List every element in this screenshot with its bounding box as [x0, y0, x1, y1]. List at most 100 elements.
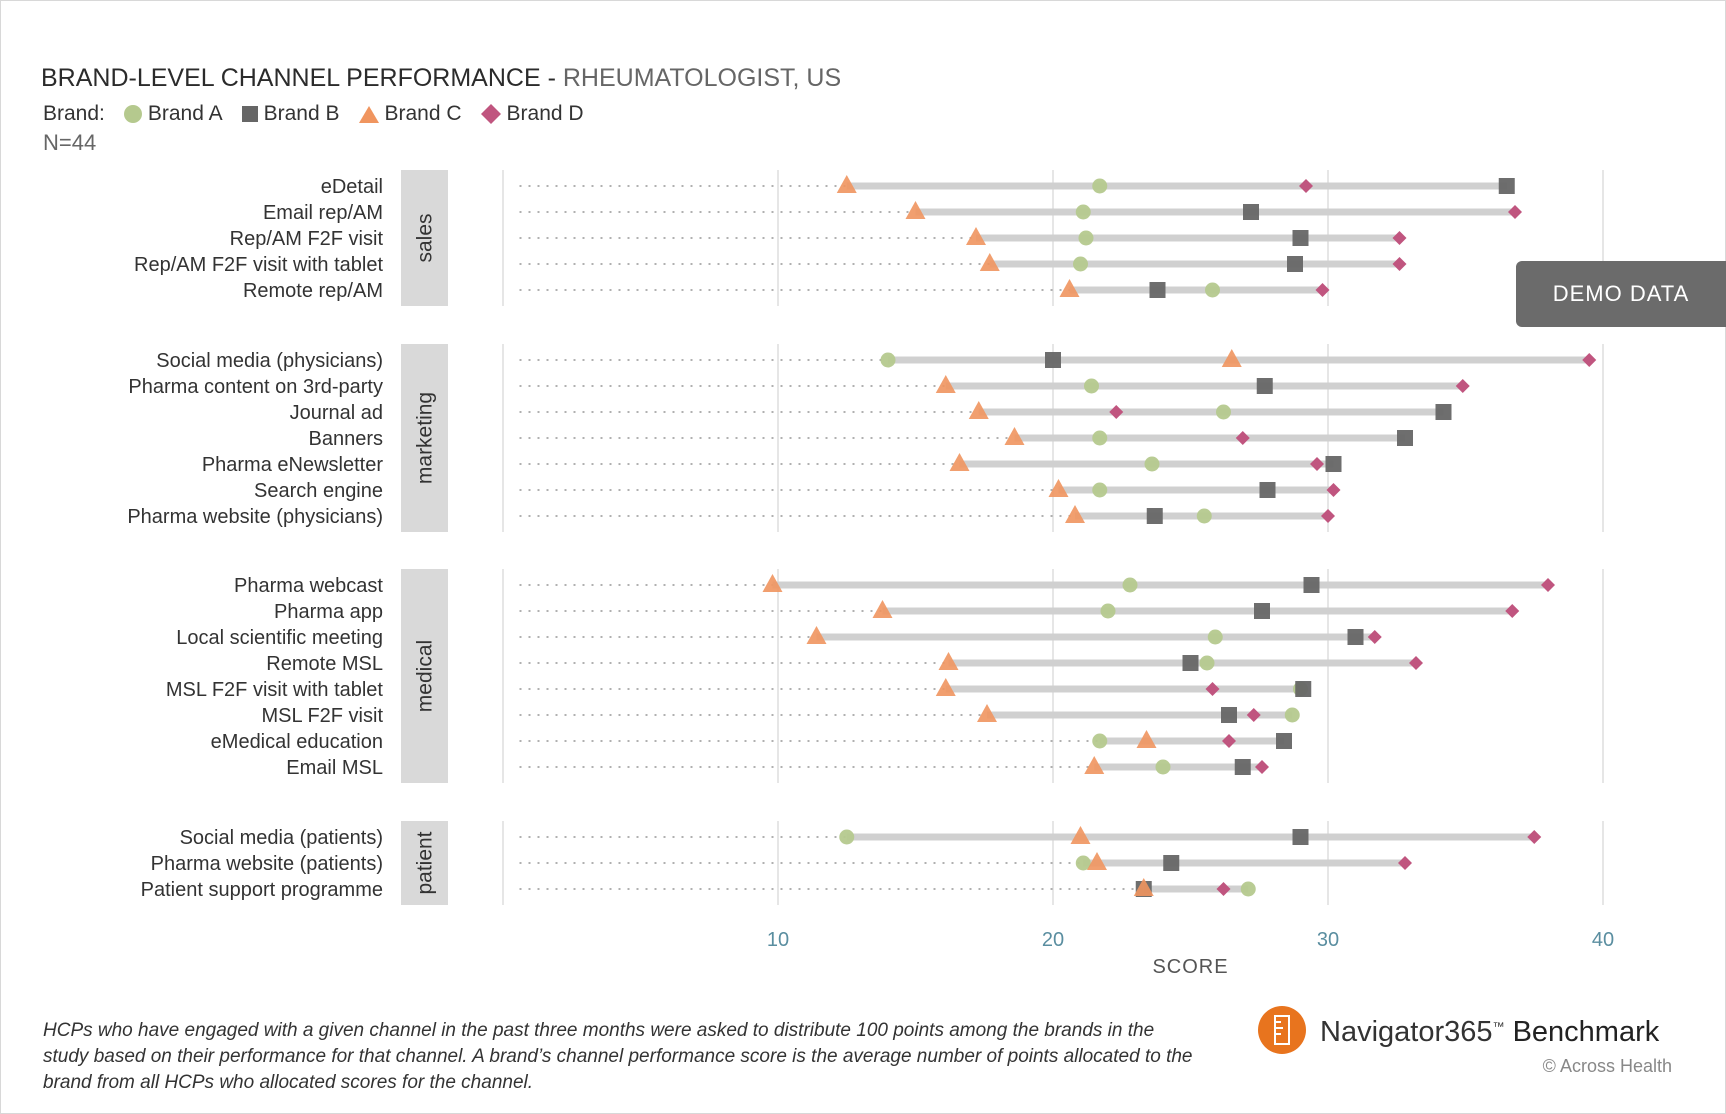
legend-item-brand-c: Brand C — [358, 102, 462, 126]
row-social-media-physicians-: Social media (physicians) — [156, 349, 1597, 372]
brand-a-point — [880, 352, 896, 368]
x-axis-title: SCORE — [1152, 956, 1228, 978]
row-label: eDetail — [321, 176, 383, 198]
brand-b-point — [1234, 759, 1251, 775]
brand-d-point — [1310, 457, 1324, 471]
row-label: Pharma content on 3rd-party — [128, 376, 383, 398]
brand-a-point — [1092, 482, 1108, 498]
row-label: Social media (physicians) — [156, 350, 383, 372]
brand-c-point — [966, 227, 986, 245]
row-rep-am-f2f-visit-with-tablet: Rep/AM F2F visit with tablet — [134, 253, 1407, 276]
brand-d-point — [1216, 882, 1231, 896]
brand-c-point — [949, 453, 970, 471]
row-label: Remote MSL — [266, 653, 383, 675]
brand-c-point — [979, 253, 1000, 271]
brand-a-point — [1092, 430, 1108, 446]
brand-a-point — [1100, 603, 1116, 619]
row-pharma-website-physicians-: Pharma website (physicians) — [127, 505, 1335, 528]
brand-d-point — [1541, 578, 1555, 592]
group-medical: medical Pharma webcast Pharma app Local sci… — [166, 569, 1604, 783]
row-label: Pharma website (physicians) — [127, 506, 383, 528]
square-marker-icon — [241, 106, 258, 122]
row-msl-f2f-visit-with-tablet: MSL F2F visit with tablet — [166, 678, 1312, 701]
legend-text-brand-d: Brand D — [506, 102, 584, 125]
brand-tm: ™ — [1492, 1019, 1505, 1034]
row-label: Pharma webcast — [234, 575, 383, 597]
row-remote-msl: Remote MSL — [266, 652, 1423, 675]
diamond-marker-icon — [480, 104, 501, 124]
brand-d-point — [1235, 431, 1250, 445]
row-label: Patient support programme — [141, 879, 383, 901]
row-pharma-content-on-3rd-party: Pharma content on 3rd-party — [128, 375, 1470, 398]
row-pharma-website-patients-: Pharma website (patients) — [151, 852, 1412, 875]
row-patient-support-programme: Patient support programme — [141, 878, 1256, 901]
legend-text-brand-c: Brand C — [384, 102, 462, 125]
circle-marker-icon — [123, 105, 142, 123]
ruler-icon — [1274, 1015, 1290, 1045]
row-banners: Banners — [309, 427, 1413, 450]
brand-d-point — [1326, 483, 1341, 497]
row-label: MSL F2F visit with tablet — [166, 679, 384, 701]
brand-c-point — [1070, 826, 1091, 844]
legend-text-brand-b: Brand B — [263, 102, 340, 125]
row-journal-ad: Journal ad — [290, 401, 1452, 424]
brand-copyright: © Across Health — [1542, 1056, 1672, 1076]
brand-a-point — [1216, 404, 1231, 420]
row-email-msl: Email MSL — [286, 756, 1269, 779]
brand-c-point — [977, 704, 997, 722]
sample-size: N=44 — [43, 130, 97, 155]
row-email-rep-am: Email rep/AM — [263, 201, 1522, 224]
brand-c-point — [938, 652, 959, 670]
row-label: Rep/AM F2F visit — [230, 228, 384, 250]
row-label: Email MSL — [286, 757, 383, 779]
dot-range-chart: sales eDetail Email rep/AM Rep/AM F2F visit… — [127, 170, 1614, 978]
brand-b-point — [1243, 204, 1259, 220]
group-label-marketing: marketing — [414, 392, 437, 484]
demo-data-badge: DEMO DATA — [1516, 261, 1726, 327]
group-patient: patient Social media (patients) Pharma web… — [141, 821, 1604, 905]
brand-b-point — [1045, 352, 1061, 368]
group-marketing: marketing Social media (physicians) Pharma… — [127, 344, 1604, 532]
brand-c-point — [836, 175, 857, 193]
brand-b-point — [1498, 178, 1515, 194]
legend-text-brand-a: Brand A — [147, 102, 223, 125]
row-local-scientific-meeting: Local scientific meeting — [176, 626, 1382, 649]
row-pharma-webcast: Pharma webcast — [234, 574, 1555, 597]
brand-d-point — [1508, 205, 1522, 219]
row-rep-am-f2f-visit: Rep/AM F2F visit — [230, 227, 1407, 250]
brand-a-point — [1122, 577, 1138, 593]
brand-c-point — [1133, 878, 1154, 896]
row-pharma-enewsletter: Pharma eNewsletter — [202, 453, 1342, 476]
x-tick-label-10: 10 — [767, 929, 789, 951]
brand-d-point — [1321, 509, 1335, 523]
brand-c-point — [1004, 427, 1025, 445]
brand-b-point — [1303, 577, 1320, 593]
row-edetail: eDetail — [321, 175, 1515, 198]
brand-a-point — [1155, 759, 1171, 775]
brand-c-point — [806, 626, 827, 644]
brand-a-point — [1084, 378, 1099, 394]
row-label: Pharma eNewsletter — [202, 454, 384, 476]
group-band-sales — [401, 170, 448, 306]
brand-c-point — [935, 375, 956, 393]
group-band-marketing — [401, 344, 448, 532]
row-label: Journal ad — [290, 402, 383, 424]
brand-b-point — [1325, 456, 1342, 472]
brand-b-point — [1182, 655, 1199, 671]
brand-c-point — [1065, 505, 1085, 523]
chart-title: BRAND-LEVEL CHANNEL PERFORMANCE - RHEUMA… — [41, 64, 841, 93]
row-label: Search engine — [254, 480, 383, 502]
brand-c-point — [1221, 349, 1242, 367]
row-label: Banners — [309, 428, 384, 450]
brand-a-point — [1075, 855, 1091, 871]
brand-a-point — [1092, 178, 1108, 194]
brand-c-point — [935, 678, 956, 696]
row-label: Email rep/AM — [263, 202, 383, 224]
group-band-patient — [401, 821, 448, 905]
legend-item-brand-d: Brand D — [480, 102, 584, 126]
brand-c-point — [872, 600, 893, 618]
row-search-engine: Search engine — [254, 479, 1341, 502]
brand-a-point — [1075, 204, 1091, 220]
brand-d-point — [1582, 353, 1597, 367]
group-label-medical: medical — [414, 640, 437, 712]
